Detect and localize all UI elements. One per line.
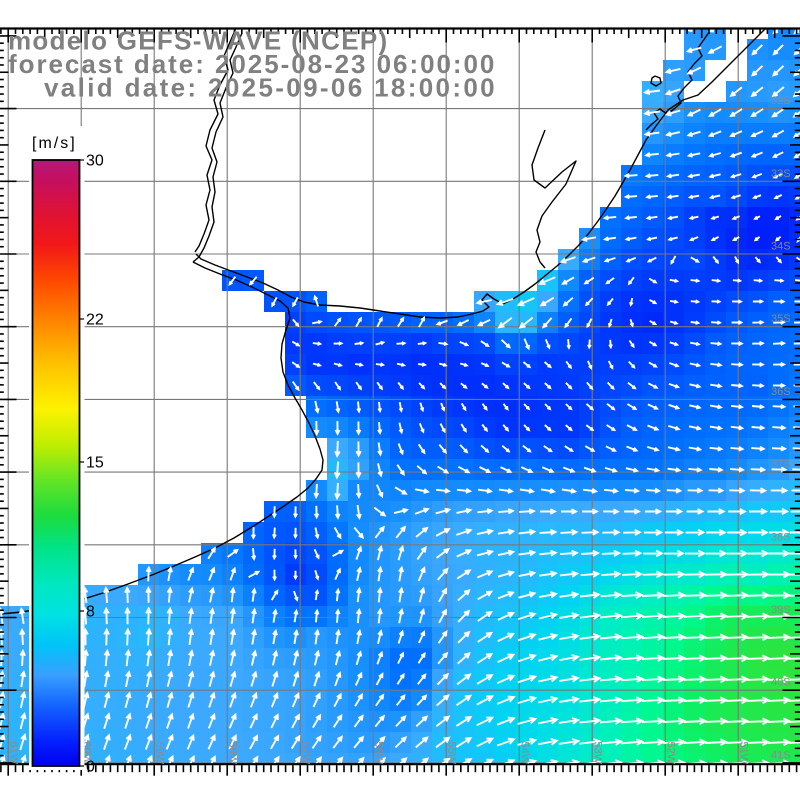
svg-text:54W: 54W: [519, 742, 531, 765]
svg-text:15: 15: [86, 455, 104, 472]
svg-text:modelo GEFS-WAVE (NCEP): modelo GEFS-WAVE (NCEP): [8, 26, 388, 56]
svg-text:35S: 35S: [771, 313, 791, 325]
svg-text:valid date: 2025-09-06 18:00:0: valid date: 2025-09-06 18:00:00: [44, 73, 497, 103]
svg-text:57W: 57W: [300, 742, 312, 765]
svg-text:34S: 34S: [771, 241, 791, 253]
svg-text:37S: 37S: [771, 459, 791, 471]
svg-text:53W: 53W: [592, 742, 604, 765]
svg-text:30: 30: [86, 153, 104, 170]
svg-text:22: 22: [86, 312, 104, 329]
svg-text:0: 0: [86, 759, 95, 776]
svg-text:[m/s]: [m/s]: [32, 135, 77, 152]
svg-text:8: 8: [86, 604, 95, 621]
svg-text:61W: 61W: [8, 742, 20, 765]
svg-text:56W: 56W: [373, 742, 385, 765]
svg-text:32S: 32S: [771, 95, 791, 107]
svg-text:51W: 51W: [738, 742, 750, 765]
svg-text:58W: 58W: [227, 742, 239, 765]
svg-text:39S: 39S: [771, 604, 791, 616]
svg-text:33S: 33S: [771, 168, 791, 180]
svg-text:59W: 59W: [154, 742, 166, 765]
svg-text:38S: 38S: [771, 531, 791, 543]
svg-text:55W: 55W: [446, 742, 458, 765]
svg-text:41S: 41S: [771, 749, 791, 761]
svg-text:40S: 40S: [771, 677, 791, 689]
svg-text:52W: 52W: [665, 742, 677, 765]
svg-text:forecast date: 2025-08-23 06:0: forecast date: 2025-08-23 06:00:00: [8, 49, 496, 79]
svg-text:36S: 36S: [771, 386, 791, 398]
